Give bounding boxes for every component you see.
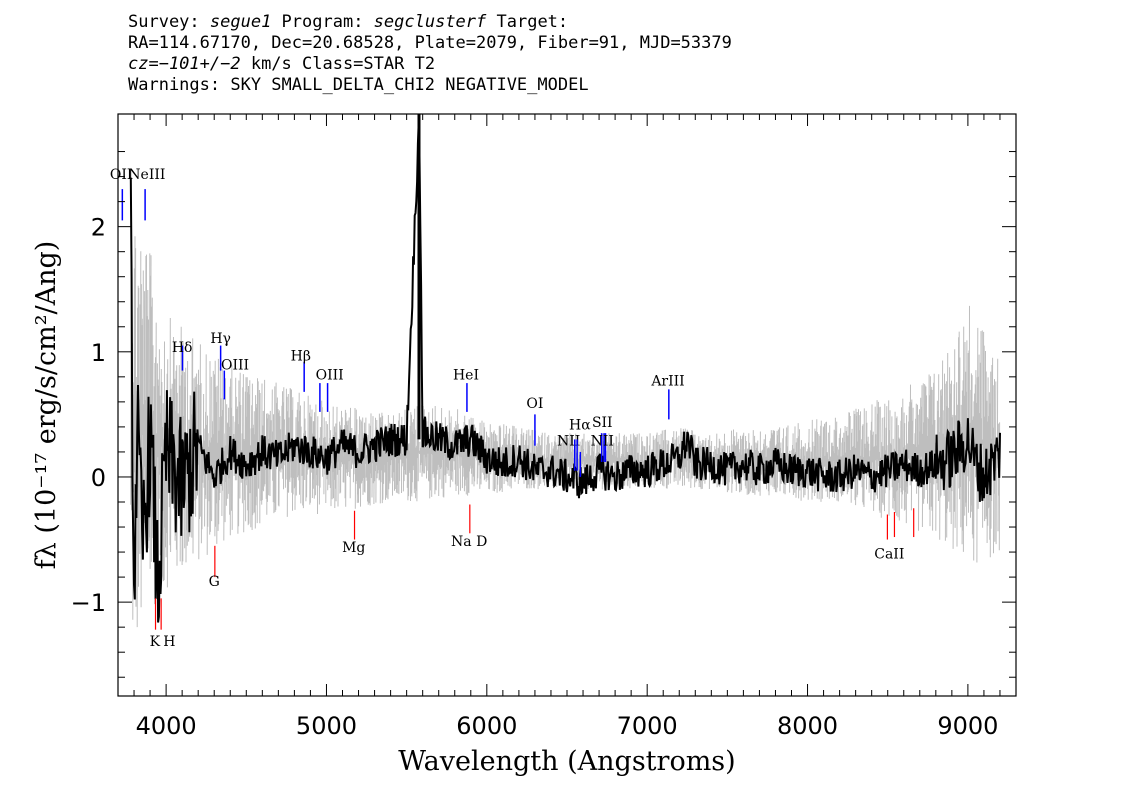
header-line-4: Warnings: SKY SMALL_DELTA_CHI2 NEGATIVE_… (128, 75, 589, 95)
header-line-3: cz=−101+/−2 km/s Class=STAR T2 (128, 54, 732, 75)
emission-label-16: ArIII (650, 374, 684, 390)
spectrum-header: Survey: segue1 Program: segclusterf Targ… (128, 12, 732, 96)
x-tick-label-3: 7000 (617, 712, 678, 740)
emission-label-9: OI (526, 396, 543, 412)
y-tick-label-3: 2 (91, 214, 106, 242)
survey-label: Survey: (128, 12, 210, 32)
tick-layer: 4000 5000 6000 7000 8000 9000 −1 0 1 2 (71, 114, 1016, 740)
survey-value: segue1 (209, 12, 272, 32)
absorption-label-4: Na D (451, 534, 487, 550)
x-tick-label-4: 8000 (777, 712, 838, 740)
class-value: km/s Class=STAR T2 (240, 54, 436, 74)
emission-label-13: SII (592, 415, 613, 431)
absorption-label-1: H (163, 634, 175, 650)
flux-layer (129, 114, 1001, 623)
header-line-2: RA=114.67170, Dec=20.68528, Plate=2079, … (128, 33, 732, 53)
y-tick-label-0: −1 (71, 589, 106, 617)
noise-envelope (130, 236, 1001, 628)
emission-label-2: Hδ (172, 340, 193, 356)
x-tick-label-0: 4000 (136, 712, 197, 740)
emission-label-4: OIII (221, 357, 249, 373)
y-tick-label-2: 1 (91, 339, 106, 367)
y-axis-label: fλ (10⁻¹⁷ erg/s/cm²/Ang) (31, 241, 62, 570)
program-value: segclusterf (373, 12, 487, 32)
emission-label-3: Hγ (210, 331, 231, 347)
header-line-1: Survey: segue1 Program: segclusterf Targ… (128, 12, 732, 33)
absorption-label-0: K (150, 634, 161, 650)
emission-label-10: NII (557, 434, 580, 450)
y-tick-label-1: 0 (91, 464, 106, 492)
emission-label-0: OII (110, 167, 133, 183)
x-axis-label: Wavelength (Angstroms) (398, 746, 735, 777)
emission-label-5: Hβ (291, 349, 311, 365)
x-tick-label-5: 9000 (937, 712, 998, 740)
emission-label-11: Hα (569, 417, 591, 433)
absorption-label-3: Mg (342, 540, 365, 556)
flux-line (129, 122, 1001, 623)
target-label: Target: (486, 12, 569, 32)
absorption-label-5: CaII (874, 546, 904, 562)
noise-layer (130, 236, 1001, 628)
emission-label-6: OIII (316, 367, 344, 383)
program-label: Program: (271, 12, 374, 32)
redshift-value: cz=−101+/−2 (128, 54, 241, 74)
emission-label-8: HeI (453, 367, 479, 383)
absorption-label-2: G (209, 574, 220, 590)
x-tick-label-1: 5000 (296, 712, 357, 740)
x-tick-label-2: 6000 (456, 712, 517, 740)
emission-label-15: NII (591, 434, 614, 450)
emission-label-1: NeIII (128, 167, 165, 183)
